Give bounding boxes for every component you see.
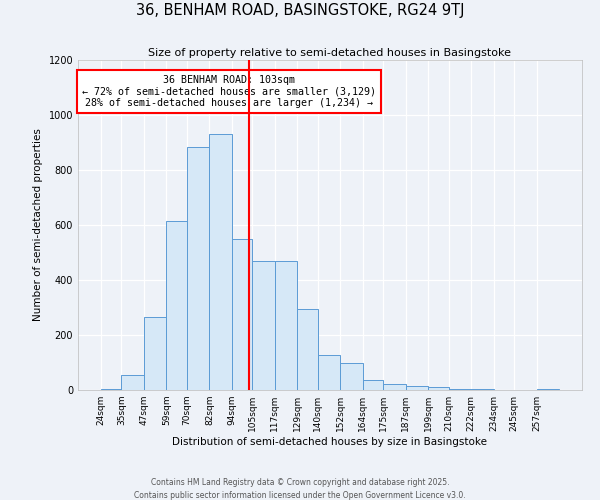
Bar bbox=[209, 134, 232, 390]
Bar bbox=[449, 389, 471, 390]
X-axis label: Distribution of semi-detached houses by size in Basingstoke: Distribution of semi-detached houses by … bbox=[173, 437, 487, 447]
Bar bbox=[166, 221, 187, 390]
Bar bbox=[144, 317, 166, 390]
Text: 36 BENHAM ROAD: 103sqm
← 72% of semi-detached houses are smaller (3,129)
28% of : 36 BENHAM ROAD: 103sqm ← 72% of semi-det… bbox=[82, 75, 376, 108]
Bar bbox=[383, 384, 406, 390]
Bar bbox=[363, 380, 383, 390]
Bar bbox=[275, 261, 297, 390]
Text: 36, BENHAM ROAD, BASINGSTOKE, RG24 9TJ: 36, BENHAM ROAD, BASINGSTOKE, RG24 9TJ bbox=[136, 2, 464, 18]
Bar bbox=[428, 387, 449, 390]
Bar bbox=[297, 309, 318, 390]
Title: Size of property relative to semi-detached houses in Basingstoke: Size of property relative to semi-detach… bbox=[149, 48, 511, 58]
Y-axis label: Number of semi-detached properties: Number of semi-detached properties bbox=[33, 128, 43, 322]
Bar bbox=[187, 146, 209, 390]
Bar bbox=[253, 261, 275, 390]
Bar bbox=[232, 239, 253, 390]
Bar bbox=[101, 388, 121, 390]
Bar bbox=[121, 375, 144, 390]
Bar bbox=[340, 362, 363, 390]
Bar bbox=[318, 355, 340, 390]
Bar bbox=[406, 386, 428, 390]
Text: Contains HM Land Registry data © Crown copyright and database right 2025.
Contai: Contains HM Land Registry data © Crown c… bbox=[134, 478, 466, 500]
